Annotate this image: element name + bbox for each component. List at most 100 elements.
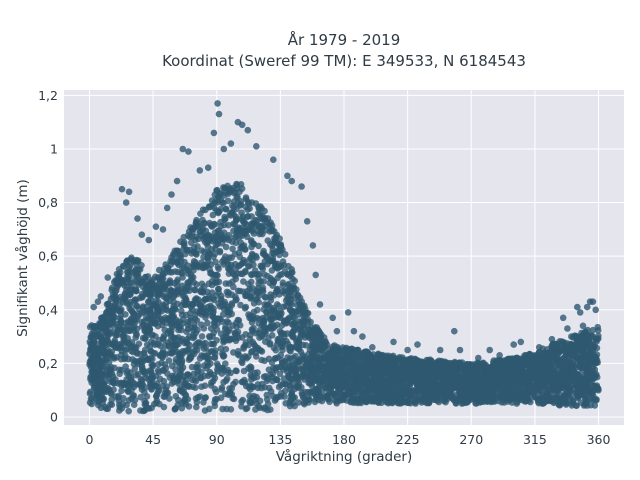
data-point <box>248 271 255 278</box>
data-point <box>509 363 516 371</box>
data-point <box>257 262 265 270</box>
data-point <box>235 262 242 270</box>
data-point <box>245 384 253 391</box>
data-point <box>160 334 167 342</box>
data-point <box>281 387 289 395</box>
data-point <box>144 273 152 280</box>
data-point <box>165 290 172 298</box>
data-point <box>326 398 333 406</box>
data-point <box>190 370 198 378</box>
data-point <box>332 378 340 385</box>
data-point <box>151 283 158 290</box>
data-point <box>313 369 321 376</box>
data-point <box>154 361 162 368</box>
data-point <box>204 319 211 327</box>
data-point <box>513 400 520 407</box>
data-point <box>270 364 277 372</box>
data-point <box>208 379 215 387</box>
data-point <box>169 258 176 265</box>
data-point <box>222 377 230 385</box>
data-point <box>154 310 162 317</box>
data-point <box>138 386 146 393</box>
data-point <box>425 398 433 406</box>
data-point <box>198 280 206 288</box>
data-point <box>226 185 234 192</box>
data-point <box>517 355 524 363</box>
data-point <box>496 371 504 378</box>
data-point <box>248 243 255 251</box>
data-point <box>377 394 385 401</box>
data-point <box>165 357 173 364</box>
data-point <box>240 367 248 375</box>
data-point <box>232 293 239 301</box>
data-point <box>215 194 223 201</box>
data-point <box>96 320 103 327</box>
data-point <box>86 390 94 397</box>
data-point <box>548 365 555 373</box>
data-point <box>308 362 316 369</box>
data-point <box>413 390 421 397</box>
data-point <box>131 365 138 373</box>
data-point <box>185 356 193 364</box>
data-point <box>125 327 133 335</box>
data-point <box>488 388 496 395</box>
data-point <box>178 264 186 271</box>
data-point <box>208 197 216 204</box>
data-point <box>231 329 239 337</box>
data-point <box>124 339 132 347</box>
data-point <box>491 382 498 390</box>
data-point <box>90 358 97 366</box>
data-point <box>298 389 306 397</box>
data-point <box>118 387 125 395</box>
data-point <box>191 324 198 332</box>
data-point <box>233 233 240 240</box>
data-point <box>276 247 284 255</box>
data-point <box>128 254 135 261</box>
data-point <box>213 271 220 279</box>
data-point <box>489 372 497 380</box>
data-point <box>124 274 132 282</box>
data-point <box>194 364 202 371</box>
data-point <box>167 337 175 344</box>
data-point <box>191 286 199 294</box>
data-point <box>193 308 201 315</box>
data-point <box>272 262 280 269</box>
data-point <box>148 369 155 377</box>
data-point <box>295 399 303 406</box>
data-point <box>178 282 186 290</box>
data-point <box>190 333 198 341</box>
data-point <box>228 238 236 245</box>
data-point <box>198 247 205 254</box>
data-point <box>207 269 215 277</box>
data-point <box>549 382 556 390</box>
data-point <box>199 340 207 348</box>
data-point <box>220 229 228 236</box>
data-point <box>279 346 286 354</box>
data-point <box>498 365 505 372</box>
data-point <box>145 298 152 306</box>
data-point <box>159 275 167 282</box>
data-point <box>253 295 261 303</box>
data-point <box>281 251 289 258</box>
data-point <box>229 245 236 253</box>
data-point <box>269 370 277 378</box>
data-point <box>564 359 571 367</box>
data-point <box>201 394 209 402</box>
data-point <box>246 392 253 400</box>
data-point <box>305 350 312 358</box>
data-point <box>388 399 396 407</box>
data-point <box>119 278 126 286</box>
data-point <box>175 326 182 334</box>
data-point <box>264 254 271 262</box>
data-point <box>253 254 260 261</box>
data-point <box>211 399 218 406</box>
data-point <box>341 382 349 390</box>
data-point <box>392 361 399 369</box>
data-point <box>175 288 182 295</box>
data-point <box>581 401 589 408</box>
data-point <box>197 210 204 217</box>
data-point <box>254 227 261 234</box>
data-point <box>113 284 121 291</box>
data-point <box>236 287 244 295</box>
data-point <box>116 370 123 378</box>
